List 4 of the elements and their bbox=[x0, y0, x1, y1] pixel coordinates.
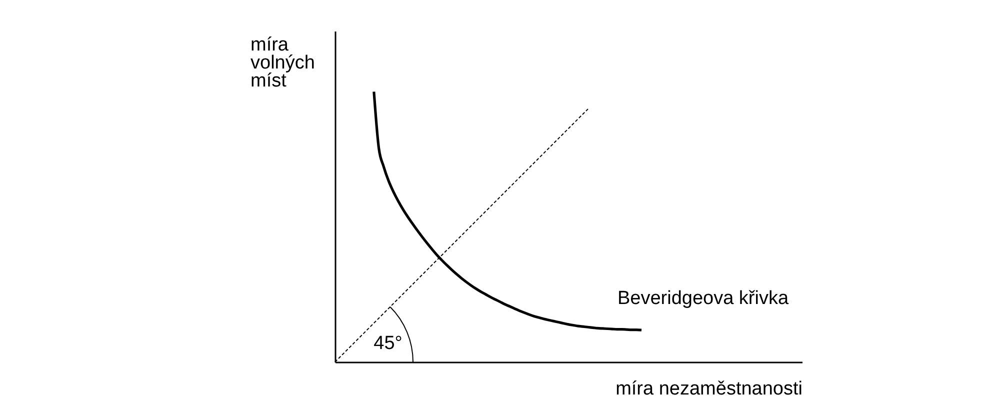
x-axis-title: míra nezaměstnanosti bbox=[616, 378, 802, 400]
series-label: Beveridgeova křivka bbox=[617, 288, 789, 310]
y-axis-title: míra volných míst bbox=[250, 34, 315, 92]
annotation: 45° bbox=[374, 333, 402, 354]
